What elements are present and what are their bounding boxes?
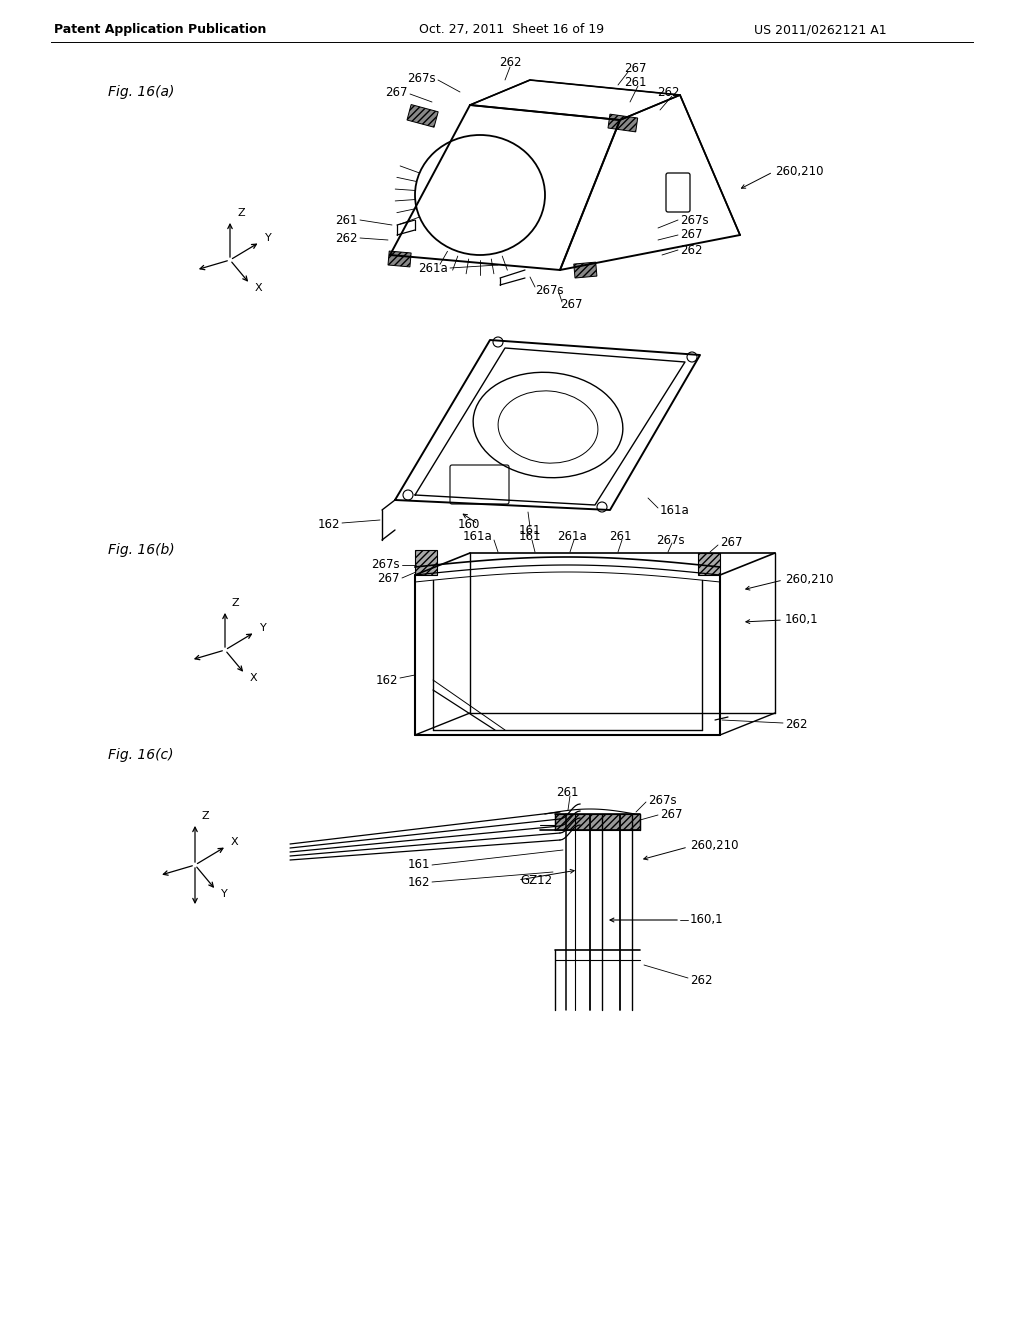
Text: 267: 267 xyxy=(385,86,408,99)
Text: 160,1: 160,1 xyxy=(690,913,724,927)
Text: 267: 267 xyxy=(680,228,702,242)
Text: 267: 267 xyxy=(624,62,646,74)
Text: Z: Z xyxy=(237,209,245,218)
Text: 260,210: 260,210 xyxy=(775,165,823,178)
Text: Fig. 16(b): Fig. 16(b) xyxy=(108,543,175,557)
Text: 267s: 267s xyxy=(648,793,677,807)
Text: 267s: 267s xyxy=(408,71,436,84)
Text: 262: 262 xyxy=(690,974,713,986)
Text: 267: 267 xyxy=(660,808,683,821)
Text: Fig. 16(a): Fig. 16(a) xyxy=(108,84,174,99)
Text: 261a: 261a xyxy=(418,261,449,275)
Text: 267: 267 xyxy=(560,298,583,312)
Text: 267s: 267s xyxy=(372,558,400,572)
Text: 160,1: 160,1 xyxy=(785,614,818,627)
Text: 260,210: 260,210 xyxy=(690,838,738,851)
Text: 261: 261 xyxy=(336,214,358,227)
Text: 161: 161 xyxy=(519,524,542,536)
Polygon shape xyxy=(555,814,640,830)
Polygon shape xyxy=(698,553,720,576)
Bar xyxy=(407,104,438,127)
Text: 267: 267 xyxy=(378,572,400,585)
Text: 261a: 261a xyxy=(557,531,587,544)
Text: US 2011/0262121 A1: US 2011/0262121 A1 xyxy=(754,24,887,37)
Text: 161a: 161a xyxy=(462,531,492,544)
Text: 161: 161 xyxy=(519,531,542,544)
Text: Oct. 27, 2011  Sheet 16 of 19: Oct. 27, 2011 Sheet 16 of 19 xyxy=(420,24,604,37)
Text: 262: 262 xyxy=(336,231,358,244)
Text: 160: 160 xyxy=(458,517,480,531)
Bar xyxy=(573,263,597,279)
Text: 261: 261 xyxy=(608,531,631,544)
Text: Z: Z xyxy=(202,810,210,821)
Text: 262: 262 xyxy=(656,86,679,99)
Text: 267s: 267s xyxy=(680,214,709,227)
Text: 161: 161 xyxy=(408,858,430,871)
Text: Fig. 16(c): Fig. 16(c) xyxy=(108,748,173,762)
Text: 261: 261 xyxy=(624,75,646,88)
Text: 262: 262 xyxy=(785,718,808,731)
Text: 261: 261 xyxy=(556,785,579,799)
Text: 267s: 267s xyxy=(655,533,684,546)
Bar xyxy=(608,114,638,132)
Text: Y: Y xyxy=(220,890,227,899)
Text: X: X xyxy=(230,837,239,847)
Text: X: X xyxy=(254,282,262,293)
Text: 262: 262 xyxy=(499,55,521,69)
Text: 162: 162 xyxy=(376,673,398,686)
Text: 161a: 161a xyxy=(660,503,690,516)
Bar xyxy=(388,251,412,267)
Text: 262: 262 xyxy=(680,243,702,256)
Text: Y: Y xyxy=(260,623,266,634)
Text: Y: Y xyxy=(264,234,271,243)
Text: GZ12: GZ12 xyxy=(520,874,552,887)
Text: 162: 162 xyxy=(317,519,340,532)
Text: X: X xyxy=(249,673,257,682)
Text: 267: 267 xyxy=(720,536,742,549)
Text: 162: 162 xyxy=(408,875,430,888)
Polygon shape xyxy=(415,550,437,576)
Text: 267s: 267s xyxy=(535,284,563,297)
Text: Patent Application Publication: Patent Application Publication xyxy=(54,24,266,37)
Text: 260,210: 260,210 xyxy=(785,573,834,586)
Text: Z: Z xyxy=(232,598,240,609)
